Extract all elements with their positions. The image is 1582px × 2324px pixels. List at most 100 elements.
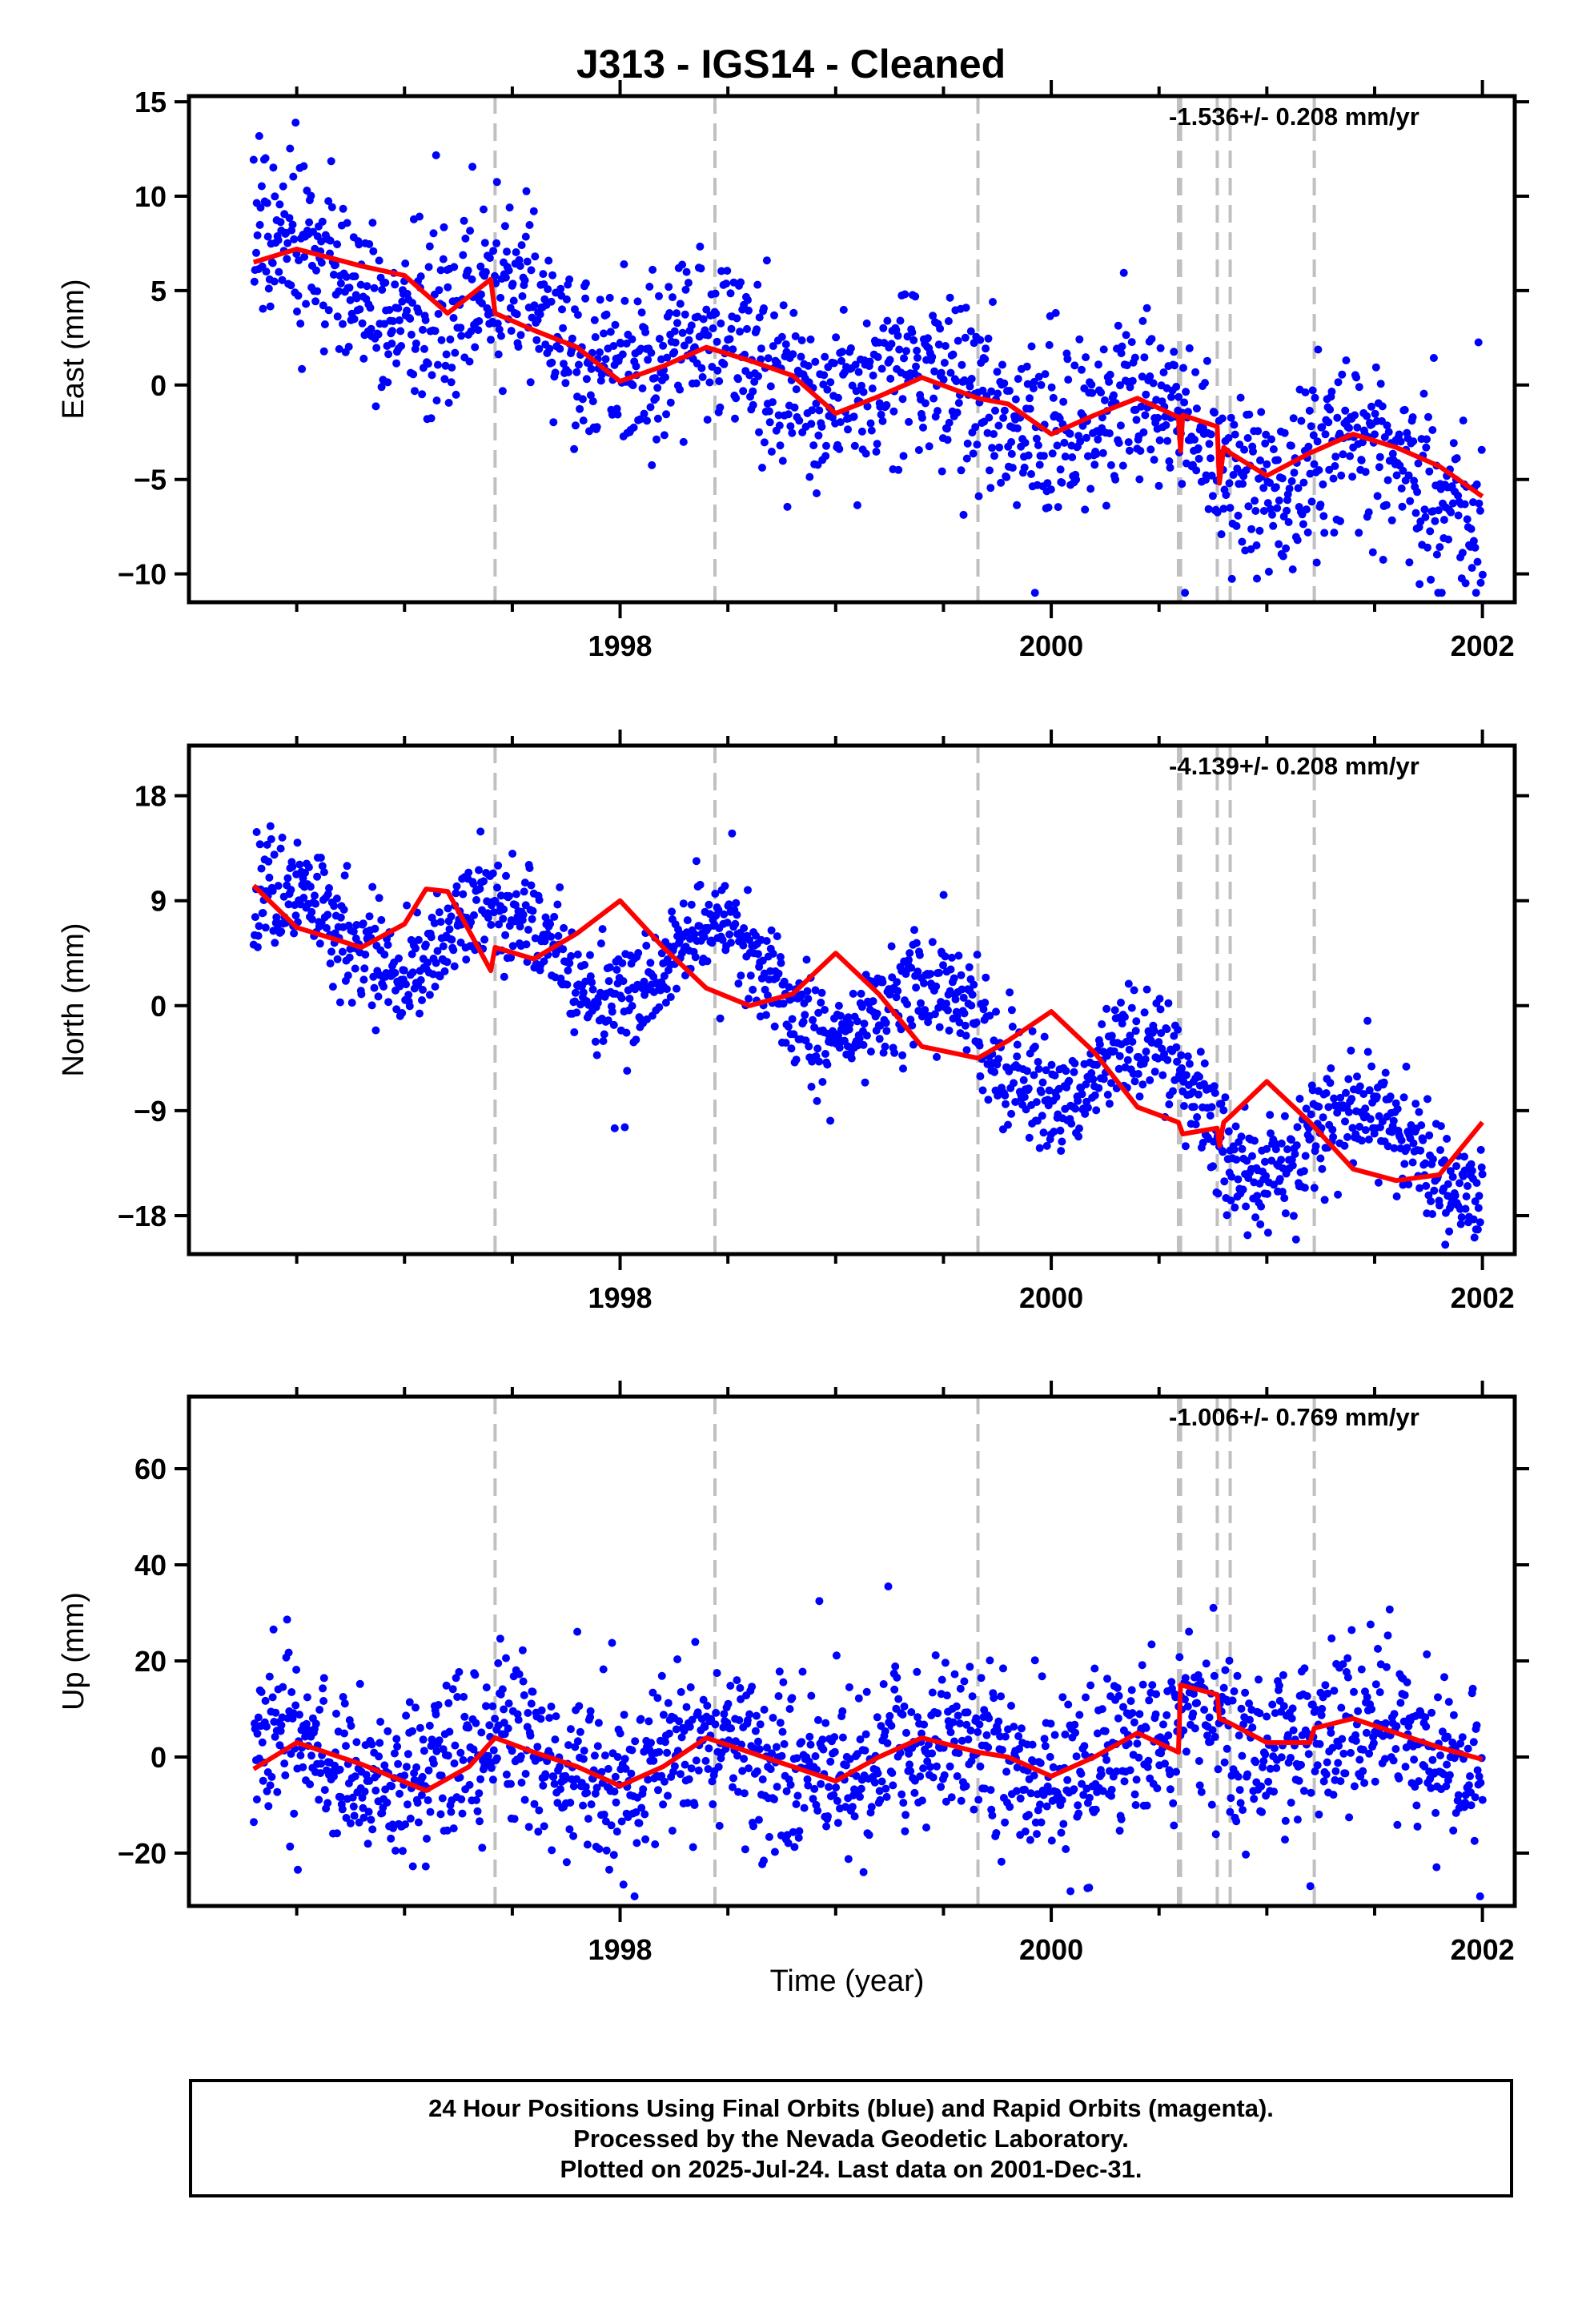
observation-point [1238, 1144, 1247, 1153]
observation-point [1316, 501, 1325, 509]
observation-point [599, 1037, 608, 1045]
observation-point [399, 1847, 407, 1856]
observation-point [729, 1774, 737, 1783]
observation-point [498, 387, 507, 396]
observation-point [897, 1790, 906, 1799]
observation-point [1074, 1809, 1083, 1818]
observation-point [1478, 1795, 1487, 1804]
observation-point [994, 1726, 1002, 1735]
observation-point [1193, 1113, 1202, 1121]
observation-point [1110, 391, 1118, 400]
observation-point [1381, 1755, 1389, 1763]
observation-point [1435, 543, 1444, 552]
observation-point [1287, 441, 1295, 450]
observation-point [778, 456, 787, 465]
observation-point [417, 1791, 426, 1799]
observation-point [854, 1694, 863, 1703]
observation-point [528, 1687, 537, 1696]
observation-point [959, 993, 968, 1002]
observation-point [1190, 1690, 1198, 1699]
observation-point [1038, 1112, 1046, 1120]
observation-point [394, 1759, 403, 1768]
observation-point [1348, 472, 1357, 481]
observation-point [288, 862, 297, 871]
observation-point [1133, 1739, 1142, 1748]
observation-point [676, 300, 685, 308]
observation-point [1443, 1760, 1452, 1769]
observation-point [1369, 1739, 1378, 1747]
observation-point [311, 899, 320, 908]
observation-point [556, 344, 564, 353]
observation-point [1132, 416, 1141, 424]
observation-point [404, 1800, 412, 1809]
observation-point [651, 1840, 660, 1848]
observation-point [938, 1675, 946, 1684]
observation-point [1317, 1711, 1326, 1719]
observation-point [908, 1021, 917, 1030]
observation-point [1299, 478, 1308, 487]
observation-point [940, 1771, 949, 1779]
observation-point [731, 414, 739, 423]
observation-point [449, 314, 458, 322]
y-tick-label: 0 [151, 1741, 167, 1774]
observation-point [472, 1795, 480, 1804]
observation-point [494, 1659, 503, 1667]
observation-point [939, 376, 948, 384]
observation-point [754, 950, 762, 959]
observation-point [1134, 1070, 1142, 1078]
observation-point [385, 306, 394, 314]
observation-point [323, 1799, 332, 1807]
observation-point [268, 1693, 277, 1702]
observation-point [1079, 1791, 1088, 1799]
observation-point [254, 931, 263, 940]
observation-point [1210, 1671, 1219, 1680]
observation-point [505, 203, 514, 212]
observation-point [464, 868, 473, 877]
observation-point [933, 1052, 941, 1061]
observation-point [301, 1732, 310, 1741]
observation-point [954, 1749, 963, 1758]
observation-point [432, 1747, 441, 1755]
observation-point [286, 144, 295, 153]
observation-point [1257, 1782, 1266, 1791]
observation-point [335, 287, 343, 296]
observation-point [1353, 423, 1362, 432]
observation-point [953, 408, 962, 417]
observation-point [659, 341, 668, 350]
observation-point [1439, 1770, 1448, 1779]
observation-point [377, 383, 386, 392]
observation-point [346, 1819, 355, 1827]
observation-point [1341, 1769, 1350, 1778]
observation-point [743, 1716, 752, 1725]
observation-point [901, 1811, 910, 1819]
observation-point [1334, 378, 1343, 387]
observation-point [1170, 1821, 1178, 1830]
observation-point [620, 1755, 629, 1763]
observation-point [1210, 1082, 1219, 1091]
observation-point [1423, 1650, 1431, 1659]
observation-point [572, 368, 581, 376]
observation-point [579, 1801, 588, 1810]
observation-point [1352, 373, 1361, 382]
observation-point [655, 292, 663, 300]
observation-point [272, 913, 281, 922]
observation-point [659, 1711, 668, 1719]
observation-point [665, 283, 673, 292]
observation-point [1134, 1753, 1143, 1762]
observation-point [516, 1752, 525, 1761]
observation-point [1467, 1160, 1476, 1168]
observation-point [406, 1814, 415, 1823]
observation-point [1177, 1051, 1186, 1059]
observation-point [1347, 1095, 1356, 1104]
observation-point [450, 1759, 459, 1767]
observation-point [1299, 1167, 1308, 1176]
observation-point [424, 959, 432, 967]
observation-point [512, 310, 521, 319]
observation-point [492, 1754, 501, 1763]
observation-point [769, 398, 777, 407]
observation-point [1202, 1659, 1211, 1668]
observation-point [1014, 375, 1022, 384]
observation-point [1138, 1680, 1147, 1689]
observation-point [355, 240, 363, 249]
observation-point [1445, 1771, 1454, 1779]
